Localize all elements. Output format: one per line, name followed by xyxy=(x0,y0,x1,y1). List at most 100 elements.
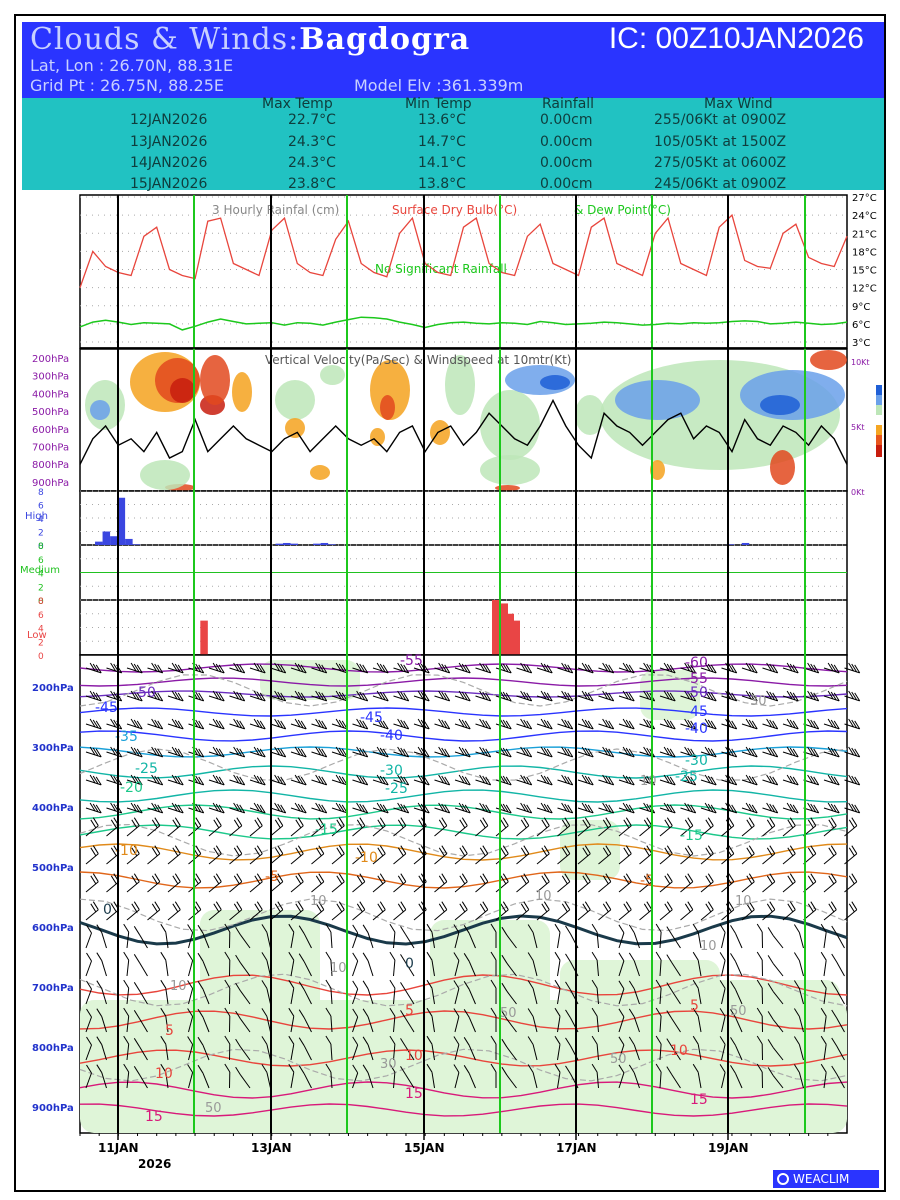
cloud-bar xyxy=(492,600,500,655)
wind-barb xyxy=(290,853,304,865)
y-tick-label: 2 xyxy=(38,638,44,648)
wind-barb-flag xyxy=(707,817,714,826)
vv-blob xyxy=(275,380,315,420)
wind-barb-flag xyxy=(110,903,117,913)
wind-barb-flag xyxy=(625,663,632,673)
wind-barb-flag xyxy=(89,802,96,812)
wind-barb-flag xyxy=(356,718,363,728)
wind-barb-flag xyxy=(338,873,345,882)
wind-barb xyxy=(516,695,532,702)
wind-barb-flag xyxy=(154,663,161,673)
y-tick-label: 12°C xyxy=(852,284,877,295)
row-wind: 275/05Kt at 0600Z xyxy=(654,155,787,171)
wind-barb-flag xyxy=(325,1007,332,1017)
x-tick-label: 17JAN xyxy=(556,1141,597,1155)
wind-barb-flag xyxy=(352,1064,359,1074)
wind-barb-flag xyxy=(827,802,834,812)
wind-barb-flag xyxy=(646,817,653,826)
wind-barb-flag xyxy=(136,664,143,674)
wind-barb-flag xyxy=(297,817,304,826)
wind-barb-flag xyxy=(277,719,284,729)
wind-barb xyxy=(836,1017,845,1033)
wind-barb-flag xyxy=(277,817,284,826)
wind-barb-flag xyxy=(294,802,301,812)
wind-barb xyxy=(659,825,673,837)
wind-barb-flag xyxy=(338,775,345,785)
wind-barb-flag xyxy=(297,803,304,813)
wind-barb-flag xyxy=(705,847,712,857)
wind-barb xyxy=(303,989,312,1005)
wind-barb-flag xyxy=(820,979,827,989)
wind-barb-flag xyxy=(687,817,694,826)
wind-barb-flag xyxy=(123,979,130,989)
wind-barb-flag xyxy=(441,747,448,757)
wind-barb-flag xyxy=(618,1064,625,1074)
wind-barb-flag xyxy=(523,663,530,673)
wind-barb xyxy=(598,909,612,921)
wind-barb-flag xyxy=(195,845,202,854)
wind-barb-flag xyxy=(90,903,97,913)
wind-barb-flag xyxy=(772,748,779,758)
wind-barb xyxy=(577,695,594,702)
wind-barb-flag xyxy=(233,819,240,829)
wind-barb-flag xyxy=(96,980,103,989)
wind-barb-flag xyxy=(464,776,471,786)
wind-barb xyxy=(844,723,860,730)
wind-barb-flag xyxy=(546,776,553,786)
wind-barb xyxy=(618,667,635,674)
wind-barb xyxy=(126,1044,130,1061)
wind-barb-flag xyxy=(359,803,366,813)
wind-barb-flag xyxy=(92,719,99,729)
wind-barb xyxy=(762,751,778,758)
wind-barb-flag xyxy=(561,875,568,885)
wind-barb-flag xyxy=(582,819,589,829)
cloud-bar xyxy=(95,541,103,545)
wind-barb-flag xyxy=(490,979,497,989)
wind-barb xyxy=(352,695,368,702)
wind-barb-flag xyxy=(666,901,673,910)
wind-barb xyxy=(434,807,450,814)
wind-barb-flag xyxy=(828,819,835,829)
wind-barb xyxy=(721,1044,726,1061)
wind-barb-flag xyxy=(540,662,547,672)
wind-barb-flag xyxy=(746,903,753,913)
wind-barb-flag xyxy=(526,748,533,758)
wind-barb-flag xyxy=(561,847,568,857)
wind-barb-flag xyxy=(564,775,571,785)
y-tick-label: 800hPa xyxy=(32,460,69,471)
wind-barb-flag xyxy=(540,802,547,812)
wind-barb-flag xyxy=(605,747,612,757)
wind-barb-flag xyxy=(608,720,615,730)
wind-barb xyxy=(331,779,348,786)
wind-barb-flag xyxy=(461,719,468,729)
wind-barb xyxy=(618,1044,625,1061)
wind-barb-flag xyxy=(256,901,263,910)
wind-barb-flag xyxy=(157,692,164,702)
wind-barb-flag xyxy=(400,845,407,854)
wind-barb-flag xyxy=(239,776,246,786)
dewpoint-legend: & Dew Point(°C) xyxy=(574,203,671,217)
wind-barb xyxy=(659,987,662,1005)
wind-barb-flag xyxy=(464,804,471,814)
wind-barb-flag xyxy=(379,719,386,729)
wind-barb-flag xyxy=(418,875,425,885)
wind-barb xyxy=(431,1044,435,1061)
wind-barb xyxy=(700,723,717,730)
wind-barb-flag xyxy=(664,875,671,885)
wind-barb-flag xyxy=(608,664,615,674)
wind-barb xyxy=(680,723,696,730)
wind-barb xyxy=(290,779,307,786)
wind-barb xyxy=(311,723,327,730)
wind-barb-flag xyxy=(300,692,307,702)
wind-barb-flag xyxy=(789,845,796,854)
wind-barb-flag xyxy=(315,903,322,913)
wind-barb-flag xyxy=(236,845,243,854)
wind-barb-flag xyxy=(540,774,547,784)
wind-barb xyxy=(167,779,184,786)
wind-barb-flag xyxy=(719,980,726,989)
wind-barb-flag xyxy=(793,1008,800,1017)
wind-barb-flag xyxy=(198,692,205,702)
wind-barb-flag xyxy=(482,845,489,854)
y-tick-label: 600hPa xyxy=(32,425,69,436)
wind-barb xyxy=(372,779,389,786)
